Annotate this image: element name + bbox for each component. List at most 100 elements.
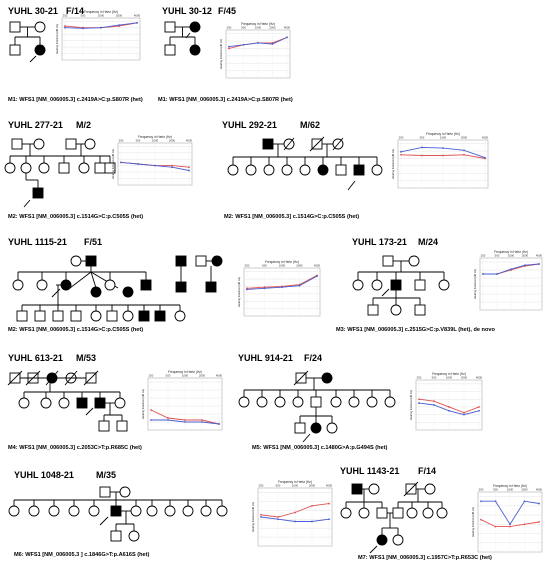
- audiogram-point: [188, 169, 190, 172]
- audiogram-point: [298, 284, 301, 287]
- panel-yuhl-30-12: YUHL 30-12 F/45 M1: WFS1 [NM_006005.3] c…: [158, 6, 293, 103]
- audiogram-point: [281, 286, 283, 289]
- audiogram: 250 500 1000 2000 4000 Frequency in Hertz (Hz…: [237, 260, 321, 317]
- audiogram-point: [82, 27, 84, 30]
- audiogram-point: [463, 153, 465, 156]
- audiogram-ylabel: Hearing threshold (dB HL): [219, 39, 223, 69]
- audiogram-ylabel: Hearing threshold (dB HL): [473, 269, 477, 299]
- audiogram-point: [480, 518, 482, 521]
- audiogram-tick-label: 1000: [508, 254, 515, 258]
- audiogram-tick-label: 1000: [446, 376, 453, 380]
- audiogram-tick-label: 1000: [507, 488, 514, 492]
- audiogram-point: [523, 500, 526, 503]
- panel-yuhl-30-21: YUHL 30-21 F/14 M1: WFS1 [NM_006005.3] c…: [8, 6, 143, 103]
- audiogram-point: [433, 404, 435, 406]
- audiogram-tick-label: 250: [245, 264, 250, 268]
- audiogram-tick-label: 500: [432, 376, 437, 380]
- audiogram-tick-label: 4000: [482, 136, 489, 140]
- audiogram-tick-label: 1000: [440, 136, 447, 140]
- pedigree-tree: [12, 255, 223, 322]
- audiogram-point: [154, 164, 156, 167]
- audiogram: 250 500 1000 2000 4000 Frequency in Hertz (Hz…: [55, 10, 141, 61]
- pedigree-tree: [8, 486, 228, 542]
- panel-variant: M1: WFS1 [NM_006005.3] c.2419A>C:p.S807R…: [8, 97, 143, 103]
- audiogram-tick-label: 2000: [116, 14, 123, 18]
- audiogram-point: [494, 525, 497, 528]
- panel-yuhl-292-21: YUHL 292-21 M/62: [222, 120, 489, 220]
- audiogram-point: [64, 26, 66, 29]
- panel-sex-age: F/14: [66, 6, 84, 16]
- audiogram-tick-label: 4000: [186, 139, 193, 143]
- audiogram-point: [442, 147, 444, 150]
- audiogram-point: [538, 263, 540, 265]
- pedigree-tree: [352, 255, 450, 316]
- panel-title: YUHL 1143-21: [340, 466, 399, 476]
- audiogram-point: [316, 275, 318, 278]
- panel-yuhl-277-21: YUHL 277-21 M/2: [4, 120, 193, 220]
- audiogram-point: [242, 43, 245, 46]
- audiogram-tick-label: 2000: [296, 264, 303, 268]
- audiogram-point: [167, 419, 169, 421]
- panel-variant: M5: WFS1 [NM_006005.3] c.1480G>A:p.G494S…: [252, 445, 388, 451]
- audiogram: 250 500 1000 2000 4000 Frequency in Hertz (Hz…: [471, 484, 543, 553]
- panel-sex-age: M/35: [96, 470, 116, 480]
- audiogram: 250 500 1000 2000 4000 Frequency in Hertz (Hz…: [141, 370, 223, 431]
- audiogram-ylabel: Hearing threshold (dB HL): [409, 390, 413, 420]
- audiogram: 250 500 1000 2000 4000 Frequency in Hertz (Hz…: [473, 250, 543, 311]
- audiogram-point: [171, 164, 173, 167]
- audiogram-point: [448, 406, 450, 408]
- audiogram-point: [257, 42, 259, 44]
- audiogram-point: [463, 149, 465, 152]
- audiogram-tick-label: 2000: [309, 484, 316, 488]
- pedigree-tree: [7, 370, 128, 432]
- panel-title: YUHL 613-21: [8, 353, 63, 363]
- audiogram-ylabel: Hearing threshold (dB HL): [391, 149, 395, 179]
- audiogram-point: [188, 166, 190, 169]
- audiogram-tick-label: 500: [166, 374, 171, 378]
- audiogram-tick-label: 1000: [279, 264, 286, 268]
- audiogram-tick-label: 2000: [522, 254, 529, 258]
- audiogram-tick-label: 250: [481, 254, 486, 258]
- audiogram-title: Frequency in Hertz (Hz): [493, 484, 527, 488]
- panel-variant: M2: WFS1 [NM_006005.3] c.1514G>C:p.C505S…: [8, 214, 143, 220]
- audiogram-title: Frequency in Hertz (Hz): [241, 22, 275, 26]
- panel-sex-age: M/53: [76, 353, 96, 363]
- audiogram-point: [509, 523, 511, 526]
- audiogram: 250 500 1000 2000 4000 Frequency in Hertz (Hz…: [111, 135, 193, 186]
- audiogram-tick-label: 500: [81, 14, 86, 18]
- audiogram-point: [294, 511, 296, 514]
- audiogram-point: [448, 409, 450, 412]
- panel-yuhl-914-21: YUHL 914-21 F/24: [238, 353, 483, 451]
- audiogram-point: [120, 161, 122, 164]
- audiogram-tick-label: 500: [493, 488, 498, 492]
- panel-yuhl-1115-21: YUHL 1115-21 F/51: [8, 237, 321, 333]
- audiogram-title: Frequency in Hertz (Hz): [265, 260, 299, 264]
- audiogram-point: [484, 156, 486, 159]
- audiogram-point: [509, 525, 511, 528]
- audiogram-point: [421, 146, 423, 149]
- pedigree-tree: [4, 138, 116, 208]
- audiogram-point: [100, 26, 102, 29]
- audiogram-tick-label: 2000: [199, 374, 206, 378]
- audiogram-point: [311, 504, 313, 507]
- audiogram-point: [167, 417, 169, 419]
- audiogram-point: [171, 166, 173, 169]
- panel-title: YUHL 1048-21: [14, 470, 74, 480]
- audiogram: 250 500 1000 2000 4000 Frequency in Hertz (Hz…: [409, 372, 483, 431]
- audiogram-ylabel: Hearing threshold (dB HL): [55, 24, 59, 54]
- panel-yuhl-173-21: YUHL 173-21 M/24: [336, 237, 543, 333]
- audiogram-point: [228, 45, 230, 48]
- panel-sex-age: F/51: [84, 237, 102, 247]
- audiogram-point: [277, 516, 279, 518]
- audiogram: 250 500 1000 2000 4000 Frequency in Hertz (Hz…: [251, 480, 333, 547]
- audiogram-point: [538, 502, 540, 505]
- audiogram-point: [496, 273, 498, 275]
- audiogram-tick-label: 4000: [216, 374, 223, 378]
- panel-title: YUHL 1115-21: [8, 237, 67, 247]
- panel-variant: M7: WFS1 [NM_006005.3] c.1957C>T:p.R653C…: [358, 555, 492, 561]
- audiogram-tick-label: 4000: [536, 254, 543, 258]
- panel-variant: M2: WFS1 [NM_006005.3] c.1514G>C:p.C505S…: [224, 214, 359, 220]
- audiogram-point: [478, 409, 480, 412]
- audiogram-title: Frequency in Hertz (Hz): [278, 480, 312, 484]
